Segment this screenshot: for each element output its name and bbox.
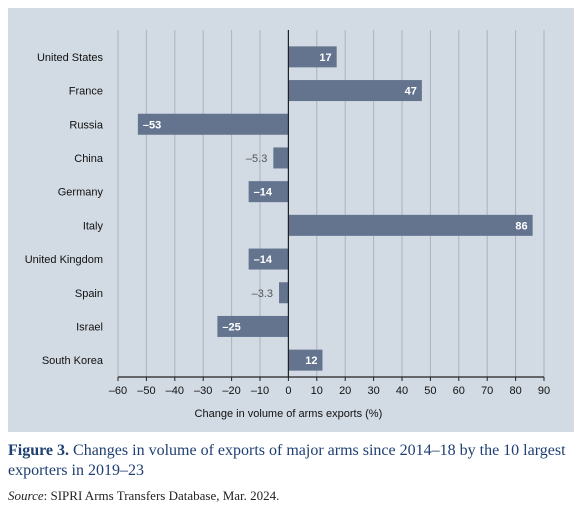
x-tick-label-5: –10	[251, 385, 269, 397]
data-label-2: –53	[143, 119, 161, 131]
data-label-0: 17	[319, 52, 331, 64]
x-tick-label-1: –50	[137, 385, 155, 397]
category-label-2: Russia	[69, 119, 104, 131]
bar-9	[288, 349, 323, 371]
bar-6	[248, 248, 289, 270]
bar-0	[288, 46, 337, 68]
bar-2	[137, 113, 289, 135]
data-label-7: –3.3	[252, 288, 273, 300]
bar-7	[279, 282, 289, 304]
x-tick-label-12: 60	[453, 385, 465, 397]
source-note: Source: SIPRI Arms Transfers Database, M…	[8, 488, 279, 504]
data-label-8: –25	[222, 321, 240, 333]
category-label-0: United States	[37, 52, 104, 64]
caption-text: Changes in volume of exports of major ar…	[8, 442, 566, 479]
category-label-5: Italy	[83, 220, 104, 232]
source-text: : SIPRI Arms Transfers Database, Mar. 20…	[43, 488, 280, 503]
category-label-1: France	[69, 86, 103, 98]
x-tick-label-15: 90	[538, 385, 550, 397]
bar-chart: United States 17 France 47 Russia –53 China –5.…	[25, 30, 550, 420]
x-tick-label-7: 10	[311, 385, 323, 397]
bar-4	[248, 181, 289, 203]
figure-number: Figure 3.	[8, 442, 70, 459]
data-label-9: 12	[305, 355, 317, 367]
category-label-7: Spain	[75, 288, 103, 300]
bar-3	[273, 147, 289, 169]
data-label-6: –14	[254, 254, 273, 266]
data-label-5: 86	[515, 220, 527, 232]
data-label-3: –5.3	[246, 153, 267, 165]
bar-8	[217, 315, 289, 337]
x-tick-label-6: 0	[285, 385, 291, 397]
x-tick-label-9: 30	[367, 385, 379, 397]
figure-caption: Figure 3. Changes in volume of exports o…	[8, 441, 574, 481]
category-label-4: Germany	[58, 187, 104, 199]
x-tick-label-8: 20	[339, 385, 351, 397]
data-label-1: 47	[405, 86, 417, 98]
x-tick-label-11: 50	[424, 385, 436, 397]
chart-area: United States 17 France 47 Russia –53 China –5.…	[8, 8, 574, 432]
x-tick-label-0: –60	[109, 385, 127, 397]
x-tick-label-10: 40	[396, 385, 408, 397]
x-tick-label-14: 80	[509, 385, 521, 397]
data-label-4: –14	[254, 187, 273, 199]
source-label: Source	[8, 488, 44, 503]
bar-5	[288, 214, 533, 236]
category-label-6: United Kingdom	[25, 254, 103, 266]
bar-1	[288, 80, 422, 102]
category-label-9: South Korea	[42, 355, 104, 367]
x-tick-label-4: –20	[222, 385, 240, 397]
category-label-8: Israel	[76, 321, 103, 333]
category-label-3: China	[74, 153, 104, 165]
x-axis-title: Change in volume of arms exports (%)	[195, 408, 383, 420]
x-tick-label-13: 70	[481, 385, 493, 397]
x-tick-label-2: –40	[166, 385, 184, 397]
x-tick-label-3: –30	[194, 385, 212, 397]
